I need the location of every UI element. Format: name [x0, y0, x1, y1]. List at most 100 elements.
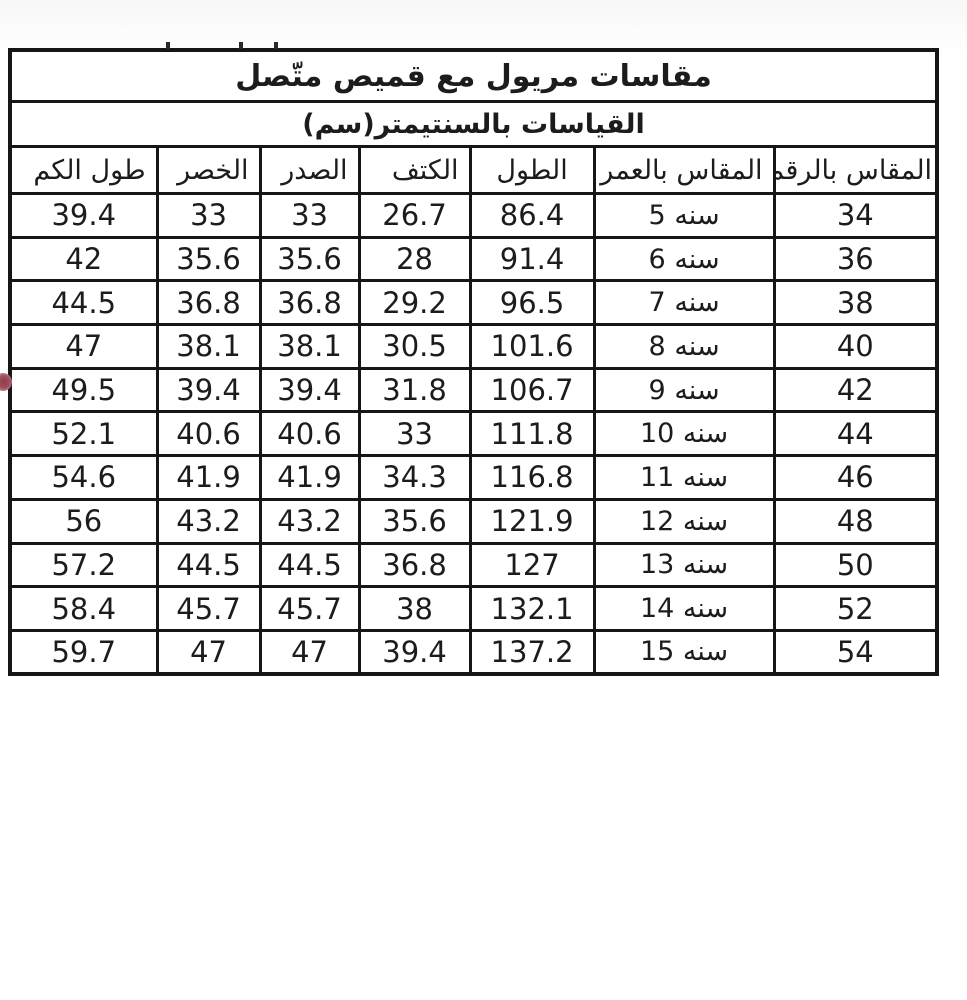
measurement-cell: 116.8 — [468, 454, 596, 501]
age-cell: سنه 12 — [592, 497, 776, 545]
measurement-cell: 33 — [155, 192, 262, 239]
measurement-cell: 39.4 — [155, 366, 262, 414]
measurement-cell: 137.2 — [468, 628, 596, 676]
table-row: 44 سنه 10 111.8 33 40.6 40.6 52.1 — [8, 410, 939, 458]
measurement-cell: 28 — [357, 235, 472, 283]
measurement-cell: 29.2 — [357, 279, 472, 327]
table-row: 40 سنه 8 101.6 30.5 38.1 38.1 47 — [8, 323, 939, 370]
measurement-cell: 132.1 — [468, 585, 596, 632]
measurement-cell: 36.8 — [258, 279, 361, 327]
column-header: المقاس بالرقم — [772, 145, 939, 195]
measurement-cell: 38.1 — [258, 323, 361, 370]
table-title: مقاسات مريول مع قميص متّصل — [8, 48, 939, 103]
age-cell: سنه 5 — [592, 192, 776, 239]
measurement-cell: 47 — [258, 628, 361, 676]
age-cell: سنه 6 — [592, 235, 776, 283]
measurement-cell: 46 — [772, 454, 939, 501]
column-header: الصدر — [258, 145, 361, 195]
measurement-cell: 47 — [155, 628, 262, 676]
age-cell: سنه 10 — [592, 410, 776, 458]
age-cell: سنه 13 — [592, 541, 776, 589]
table-row: 36 سنه 6 91.4 28 35.6 35.6 42 — [8, 235, 939, 283]
red-ink-dot-artifact — [0, 373, 12, 391]
measurement-cell: 54 — [772, 628, 939, 676]
age-cell: سنه 11 — [592, 454, 776, 501]
measurement-cell: 44.5 — [258, 541, 361, 589]
scan-tick-artifact — [166, 42, 170, 49]
table-row: 50 سنه 13 127 36.8 44.5 44.5 57.2 — [8, 541, 939, 589]
measurement-cell: 45.7 — [258, 585, 361, 632]
measurement-cell: 36.8 — [155, 279, 262, 327]
column-header: المقاس بالعمر — [592, 145, 776, 195]
size-chart-table: مقاسات مريول مع قميص متّصل القياسات بالس… — [8, 48, 940, 677]
measurement-cell: 111.8 — [468, 410, 596, 458]
measurement-cell: 43.2 — [155, 497, 262, 545]
table-subtitle: القياسات بالسنتيمتر(سم) — [8, 100, 939, 148]
measurement-cell: 34.3 — [357, 454, 472, 501]
age-cell: سنه 15 — [592, 628, 776, 676]
age-cell: سنه 14 — [592, 585, 776, 632]
measurement-cell: 39.4 — [258, 366, 361, 414]
measurement-cell: 36.8 — [357, 541, 472, 589]
scan-tick-artifact — [274, 42, 278, 49]
measurement-cell: 52.1 — [8, 410, 159, 458]
measurement-cell: 58.4 — [8, 585, 159, 632]
measurement-cell: 39.4 — [8, 192, 159, 239]
table-row: 42 سنه 9 106.7 31.8 39.4 39.4 49.5 — [8, 366, 939, 414]
table-row: 52 سنه 14 132.1 38 45.7 45.7 58.4 — [8, 585, 939, 632]
measurement-cell: 40.6 — [258, 410, 361, 458]
measurement-cell: 30.5 — [357, 323, 472, 370]
measurement-cell: 35.6 — [258, 235, 361, 283]
measurement-cell: 38.1 — [155, 323, 262, 370]
measurement-cell: 44.5 — [8, 279, 159, 327]
measurement-cell: 41.9 — [258, 454, 361, 501]
column-header: الخصر — [155, 145, 262, 195]
measurement-cell: 48 — [772, 497, 939, 545]
measurement-cell: 34 — [772, 192, 939, 239]
measurement-cell: 57.2 — [8, 541, 159, 589]
measurement-cell: 43.2 — [258, 497, 361, 545]
measurement-cell: 96.5 — [468, 279, 596, 327]
measurement-cell: 86.4 — [468, 192, 596, 239]
measurement-cell: 42 — [8, 235, 159, 283]
measurement-cell: 26.7 — [357, 192, 472, 239]
measurement-cell: 47 — [8, 323, 159, 370]
measurement-cell: 49.5 — [8, 366, 159, 414]
measurement-cell: 50 — [772, 541, 939, 589]
age-cell: سنه 9 — [592, 366, 776, 414]
table-row: 34 سنه 5 86.4 26.7 33 33 39.4 — [8, 192, 939, 239]
measurement-cell: 31.8 — [357, 366, 472, 414]
measurement-cell: 42 — [772, 366, 939, 414]
measurement-cell: 44 — [772, 410, 939, 458]
measurement-cell: 40.6 — [155, 410, 262, 458]
measurement-cell: 38 — [357, 585, 472, 632]
table-row: 38 سنه 7 96.5 29.2 36.8 36.8 44.5 — [8, 279, 939, 327]
age-cell: سنه 7 — [592, 279, 776, 327]
measurement-cell: 106.7 — [468, 366, 596, 414]
column-header: الطول — [468, 145, 596, 195]
measurement-cell: 127 — [468, 541, 596, 589]
measurement-cell: 41.9 — [155, 454, 262, 501]
measurement-cell: 33 — [258, 192, 361, 239]
measurement-cell: 40 — [772, 323, 939, 370]
measurement-cell: 59.7 — [8, 628, 159, 676]
table-body: 34 سنه 5 86.4 26.7 33 33 39.4 36 سنه 6 91.4 28 35.6… — [8, 192, 939, 676]
column-header: الكتف — [357, 145, 472, 195]
table-row: 46 سنه 11 116.8 34.3 41.9 41.9 54.6 — [8, 454, 939, 501]
measurement-cell: 36 — [772, 235, 939, 283]
measurement-cell: 52 — [772, 585, 939, 632]
scan-tick-artifact — [239, 42, 243, 49]
header-row: المقاس بالرقم المقاس بالعمر الطول الكتف الصد… — [8, 145, 939, 195]
measurement-cell: 38 — [772, 279, 939, 327]
measurement-cell: 35.6 — [155, 235, 262, 283]
measurement-cell: 44.5 — [155, 541, 262, 589]
table-subtitle-row: القياسات بالسنتيمتر(سم) — [8, 100, 939, 148]
age-cell: سنه 8 — [592, 323, 776, 370]
measurement-cell: 121.9 — [468, 497, 596, 545]
measurement-cell: 45.7 — [155, 585, 262, 632]
measurement-cell: 101.6 — [468, 323, 596, 370]
measurement-cell: 39.4 — [357, 628, 472, 676]
measurement-cell: 56 — [8, 497, 159, 545]
measurement-cell: 33 — [357, 410, 472, 458]
